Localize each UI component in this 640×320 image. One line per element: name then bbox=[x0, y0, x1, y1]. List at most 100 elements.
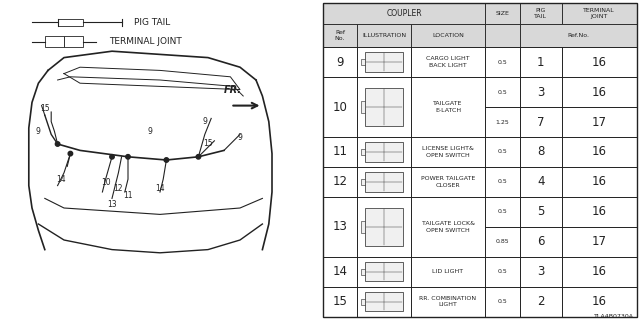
Text: 13: 13 bbox=[107, 200, 117, 209]
Text: 0.5: 0.5 bbox=[497, 149, 508, 155]
Bar bbox=[520, 47, 562, 77]
Bar bbox=[485, 197, 520, 227]
Bar bbox=[323, 167, 357, 197]
Text: 0.5: 0.5 bbox=[497, 60, 508, 65]
Text: 4: 4 bbox=[537, 175, 545, 188]
Text: 16: 16 bbox=[592, 205, 607, 219]
Text: 0.5: 0.5 bbox=[497, 299, 508, 304]
Text: SIZE: SIZE bbox=[495, 11, 509, 16]
Bar bbox=[412, 197, 485, 257]
Text: LICENSE LIGHT&
OPEN SWITCH: LICENSE LIGHT& OPEN SWITCH bbox=[422, 146, 474, 157]
Text: 0.5: 0.5 bbox=[497, 269, 508, 274]
Bar bbox=[365, 208, 403, 246]
Bar bbox=[562, 47, 637, 77]
Text: COUPLER: COUPLER bbox=[386, 9, 422, 18]
Bar bbox=[520, 77, 562, 107]
Text: 0.85: 0.85 bbox=[495, 239, 509, 244]
Bar bbox=[562, 167, 637, 197]
Text: 11: 11 bbox=[124, 191, 132, 200]
Text: 1.25: 1.25 bbox=[495, 119, 509, 124]
Bar bbox=[562, 257, 637, 287]
Bar bbox=[357, 287, 412, 317]
Text: 9: 9 bbox=[336, 56, 344, 68]
Bar bbox=[361, 101, 365, 113]
Text: 14: 14 bbox=[155, 184, 165, 193]
Bar bbox=[520, 137, 562, 167]
Text: 2: 2 bbox=[537, 295, 545, 308]
Text: 7: 7 bbox=[537, 116, 545, 129]
Text: 13: 13 bbox=[333, 220, 348, 233]
Text: LOCATION: LOCATION bbox=[432, 33, 464, 38]
Text: 11: 11 bbox=[333, 146, 348, 158]
Bar bbox=[361, 221, 365, 233]
Bar bbox=[357, 47, 412, 77]
Text: 9: 9 bbox=[202, 117, 207, 126]
Text: 8: 8 bbox=[537, 146, 545, 158]
Bar bbox=[485, 167, 520, 197]
Bar bbox=[365, 142, 403, 162]
Text: 16: 16 bbox=[592, 85, 607, 99]
Bar bbox=[485, 227, 520, 257]
Text: 16: 16 bbox=[592, 175, 607, 188]
Bar bbox=[485, 3, 520, 24]
Circle shape bbox=[68, 151, 73, 156]
Bar bbox=[323, 257, 357, 287]
Bar bbox=[357, 197, 412, 257]
Bar bbox=[520, 287, 562, 317]
Bar bbox=[520, 3, 562, 24]
Bar bbox=[485, 24, 520, 47]
Bar bbox=[562, 3, 637, 24]
Bar bbox=[365, 172, 403, 192]
Text: 17: 17 bbox=[592, 236, 607, 248]
Text: 15: 15 bbox=[203, 140, 213, 148]
Bar bbox=[64, 36, 83, 47]
Bar bbox=[520, 257, 562, 287]
Bar bbox=[412, 24, 485, 47]
Text: FR.: FR. bbox=[224, 85, 242, 95]
Bar bbox=[520, 197, 562, 227]
Bar bbox=[361, 149, 365, 155]
Text: 17: 17 bbox=[592, 116, 607, 129]
Bar bbox=[357, 137, 412, 167]
Bar bbox=[323, 47, 357, 77]
Bar bbox=[485, 47, 520, 77]
Bar bbox=[357, 257, 412, 287]
Bar bbox=[323, 3, 485, 24]
Bar bbox=[412, 287, 485, 317]
Text: 14: 14 bbox=[56, 175, 66, 184]
Circle shape bbox=[56, 142, 60, 146]
Bar bbox=[365, 52, 403, 72]
Bar bbox=[361, 269, 365, 275]
Bar bbox=[485, 287, 520, 317]
Text: PIG
TAIL: PIG TAIL bbox=[534, 8, 547, 19]
Text: 9: 9 bbox=[237, 133, 243, 142]
Bar bbox=[357, 77, 412, 137]
Bar bbox=[412, 137, 485, 167]
Text: 6: 6 bbox=[537, 236, 545, 248]
Bar bbox=[485, 107, 520, 137]
Text: 0.5: 0.5 bbox=[497, 90, 508, 94]
Bar bbox=[45, 36, 64, 47]
Bar bbox=[357, 167, 412, 197]
Text: 10: 10 bbox=[333, 100, 348, 114]
Text: TAILGATE
E-LATCH: TAILGATE E-LATCH bbox=[433, 101, 463, 113]
Bar bbox=[485, 77, 520, 107]
Bar bbox=[562, 107, 637, 137]
Bar bbox=[520, 107, 562, 137]
Text: 1: 1 bbox=[537, 56, 545, 68]
Text: 0.5: 0.5 bbox=[497, 180, 508, 184]
Text: 0.5: 0.5 bbox=[497, 209, 508, 214]
Bar bbox=[323, 77, 357, 137]
Bar bbox=[485, 257, 520, 287]
Bar bbox=[562, 137, 637, 167]
Text: ILLUSTRATION: ILLUSTRATION bbox=[362, 33, 406, 38]
Bar bbox=[365, 88, 403, 126]
Text: 9: 9 bbox=[36, 127, 41, 136]
Bar bbox=[412, 47, 485, 77]
Bar bbox=[323, 137, 357, 167]
Bar bbox=[520, 227, 562, 257]
Bar bbox=[365, 262, 403, 281]
Text: 16: 16 bbox=[592, 265, 607, 278]
Bar bbox=[323, 287, 357, 317]
Bar bbox=[365, 292, 403, 311]
